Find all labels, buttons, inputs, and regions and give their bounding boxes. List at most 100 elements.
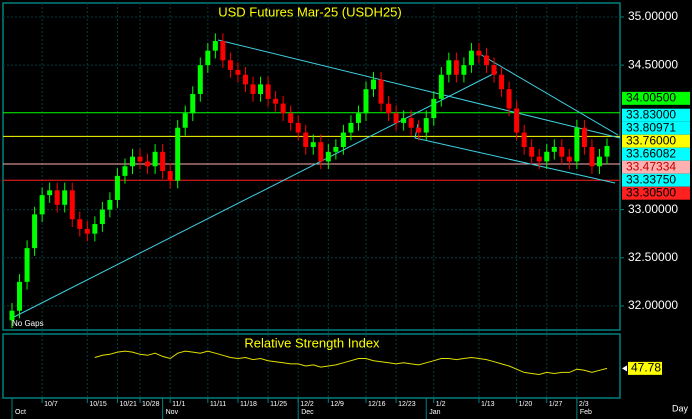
candle-body bbox=[506, 89, 512, 109]
rsi-value-label: 47.78 bbox=[631, 361, 661, 375]
y-tick-label: 32.50000 bbox=[628, 250, 678, 264]
candle-body bbox=[559, 146, 565, 157]
candle-body bbox=[69, 190, 75, 220]
candle-body bbox=[325, 151, 331, 162]
candle-body bbox=[355, 113, 361, 123]
x-tick-label: 12/9 bbox=[330, 401, 344, 408]
x-tick-label: 10/15 bbox=[89, 401, 107, 408]
candle-body bbox=[566, 156, 572, 162]
rsi-line bbox=[94, 350, 608, 376]
candle-body bbox=[130, 156, 136, 167]
level-label: 33.76000 bbox=[626, 133, 676, 147]
level-label: 33.83000 bbox=[626, 107, 676, 121]
x-tick-label: 12/2 bbox=[300, 401, 314, 408]
candle-body bbox=[137, 156, 143, 162]
candle-body bbox=[17, 281, 23, 311]
level-label: 34.00500 bbox=[626, 91, 676, 105]
candle-body bbox=[581, 127, 587, 147]
candle-body bbox=[250, 84, 256, 95]
candle-body bbox=[92, 224, 98, 234]
x-tick-label: 11/1 bbox=[172, 401, 185, 408]
month-label: Nov bbox=[166, 409, 179, 416]
candle-body bbox=[438, 74, 444, 99]
candle-body bbox=[258, 84, 264, 95]
levels: 34.00500 33.8300033.8097133.7600033.66082… bbox=[3, 91, 690, 200]
x-tick-label: 11/25 bbox=[270, 401, 287, 408]
rsi-pointer bbox=[622, 365, 627, 372]
candle-body bbox=[54, 190, 60, 205]
candle-body bbox=[596, 156, 602, 167]
candle-body bbox=[24, 248, 30, 282]
candle-body bbox=[363, 89, 369, 114]
month-label: Jan bbox=[429, 409, 440, 416]
level-box bbox=[622, 108, 690, 122]
candle-body bbox=[122, 166, 128, 176]
level-box bbox=[622, 147, 690, 161]
x-tick-label: 2/3 bbox=[579, 401, 589, 408]
level-box bbox=[622, 173, 690, 187]
level-label: 33.80971 bbox=[626, 120, 676, 134]
month-label: Feb bbox=[580, 409, 592, 416]
candle-body bbox=[152, 151, 158, 167]
x-tick-label: 10/21 bbox=[119, 401, 137, 408]
candle-body bbox=[453, 60, 459, 75]
candle-body bbox=[197, 65, 203, 95]
candle-body bbox=[551, 146, 557, 152]
candle-body bbox=[574, 127, 580, 162]
x-tick-label: 1/20 bbox=[519, 401, 533, 408]
candle-body bbox=[461, 65, 467, 75]
candle-body bbox=[371, 79, 377, 90]
candle-body bbox=[476, 50, 482, 56]
candle-body bbox=[295, 122, 301, 133]
candle-body bbox=[491, 65, 497, 75]
x-tick-label: 1/13 bbox=[481, 401, 495, 408]
axes: 35.00000 34.50000 33.00000 32.50000 32.00000… bbox=[11, 9, 678, 419]
candle-body bbox=[280, 103, 286, 114]
level-box bbox=[622, 160, 690, 174]
candle-body bbox=[39, 195, 45, 215]
month-label: Dec bbox=[301, 409, 314, 416]
candle-body bbox=[212, 41, 218, 51]
candle-body bbox=[242, 74, 248, 85]
candle-body bbox=[145, 161, 151, 167]
candle-body bbox=[529, 146, 535, 157]
rsi-title: Relative Strength Index bbox=[244, 335, 380, 350]
candle-body bbox=[303, 132, 309, 147]
x-tick-label: 1/2 bbox=[436, 401, 446, 408]
candle-body bbox=[589, 146, 595, 167]
candle-body bbox=[220, 41, 226, 61]
candle-body bbox=[182, 113, 188, 128]
trend-lines bbox=[11, 39, 621, 319]
rsi-box bbox=[628, 361, 662, 375]
x-tick-label: 10/7 bbox=[44, 401, 58, 408]
candle-body bbox=[175, 127, 181, 181]
candle-body bbox=[378, 79, 384, 104]
candle-body bbox=[483, 55, 489, 66]
candle-body bbox=[190, 94, 196, 114]
candle-body bbox=[416, 127, 422, 133]
candle-body bbox=[265, 84, 271, 99]
level-label: 33.30500 bbox=[626, 185, 676, 199]
y-tick-label: 35.00000 bbox=[628, 9, 678, 23]
candle-body bbox=[310, 142, 316, 147]
candle-body bbox=[333, 146, 339, 152]
candle-body bbox=[47, 190, 53, 196]
y-tick-label: 32.00000 bbox=[628, 298, 678, 312]
candle-body bbox=[107, 199, 113, 210]
candle-body bbox=[84, 228, 90, 234]
x-tick-label: 11/18 bbox=[240, 401, 257, 408]
candle-body bbox=[348, 122, 354, 133]
x-tick-label: 1/27 bbox=[549, 401, 563, 408]
chart-title: USD Futures Mar-25 (USDH25) bbox=[218, 4, 402, 19]
candle-body bbox=[77, 219, 83, 229]
level-box bbox=[622, 186, 690, 200]
y-tick-label: 33.00000 bbox=[628, 202, 678, 216]
note: No Gaps bbox=[12, 319, 44, 328]
candle-body bbox=[514, 108, 520, 133]
level-label: 33.33750 bbox=[626, 172, 676, 186]
x-unit-label: Day bbox=[672, 403, 689, 413]
level-box bbox=[622, 121, 690, 135]
trend-line bbox=[414, 137, 616, 184]
trend-line bbox=[11, 71, 498, 319]
candle-body bbox=[408, 118, 414, 128]
